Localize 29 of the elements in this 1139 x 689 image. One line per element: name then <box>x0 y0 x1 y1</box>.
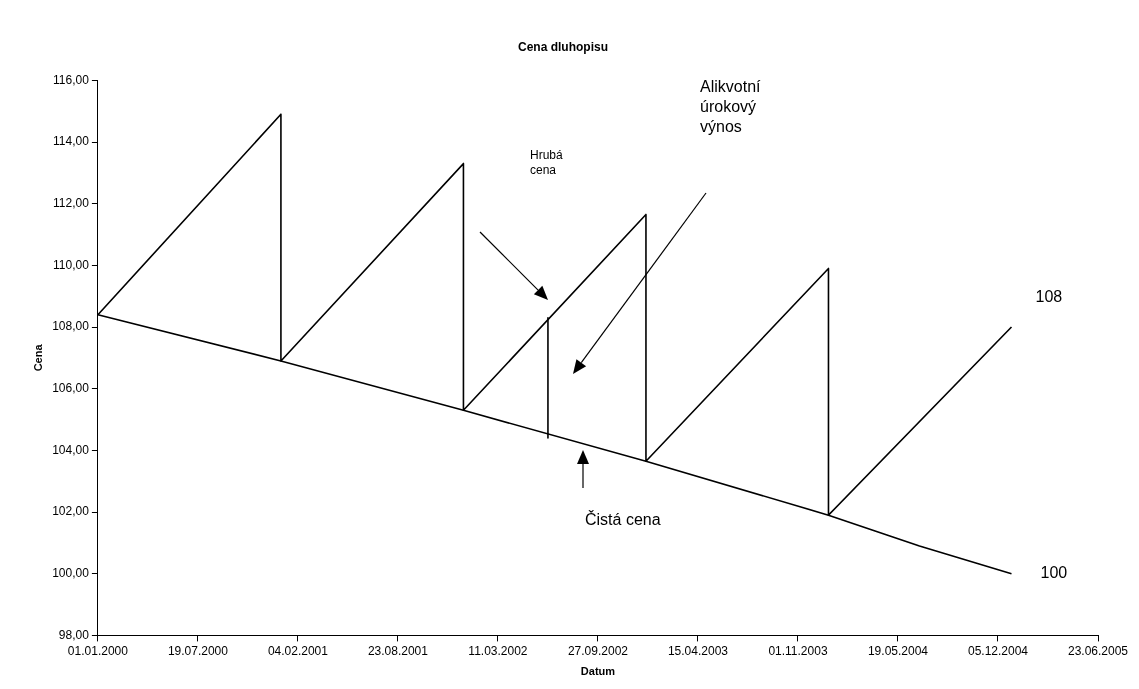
y-tick-label: 116,00 <box>53 72 90 87</box>
y-tick-label: 108,00 <box>52 319 90 334</box>
annotation: Hrubá cena <box>530 148 564 178</box>
chart-title: Cena dluhopisu <box>518 39 608 54</box>
annotation: Alikvotní úrokový výnos <box>700 77 762 137</box>
x-tick-label: 19.07.2000 <box>167 643 229 658</box>
annotation: 108 <box>1035 287 1064 308</box>
x-tick-label: 01.01.2000 <box>67 643 129 658</box>
y-tick-label: 104,00 <box>52 442 90 457</box>
x-tick-label: 23.06.2005 <box>1067 643 1129 658</box>
x-tick-label: 05.12.2004 <box>967 643 1029 658</box>
annotation: 100 <box>1040 562 1069 583</box>
y-axis-title: Cena <box>31 343 44 372</box>
x-axis-title: Datum <box>580 665 616 678</box>
x-tick-label: 23.08.2001 <box>367 643 429 658</box>
y-tick-label: 106,00 <box>52 381 90 396</box>
x-tick-label: 04.02.2001 <box>267 643 329 658</box>
y-tick-label: 102,00 <box>52 504 90 519</box>
y-tick-label: 110,00 <box>53 257 90 272</box>
annotation: Čistá cena <box>585 510 662 530</box>
y-tick-label: 114,00 <box>53 134 90 149</box>
x-tick-label: 01.11.2003 <box>768 643 828 658</box>
y-tick-label: 98,00 <box>58 627 90 642</box>
y-tick-label: 112,00 <box>53 196 90 211</box>
y-tick-label: 100,00 <box>52 566 90 581</box>
x-tick-label: 19.05.2004 <box>867 643 929 658</box>
x-tick-label: 27.09.2002 <box>567 643 629 658</box>
x-tick-label: 11.03.2002 <box>468 643 528 658</box>
x-tick-label: 15.04.2003 <box>667 643 729 658</box>
